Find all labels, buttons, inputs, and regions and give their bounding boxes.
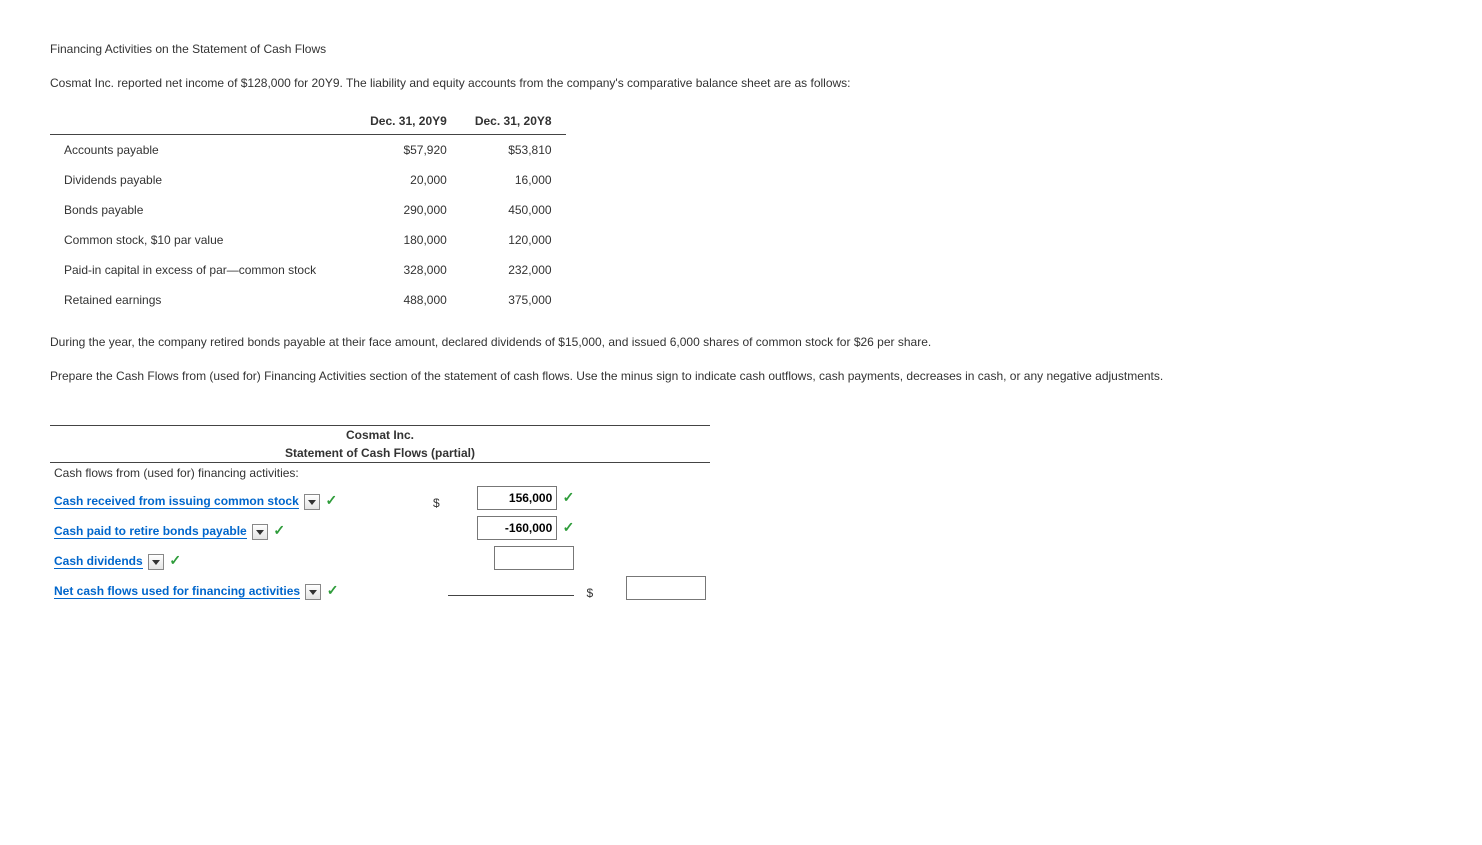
check-icon: ✓ — [563, 489, 575, 505]
dropdown-caret-icon[interactable] — [305, 584, 321, 600]
cf-company: Cosmat Inc. — [50, 426, 710, 445]
balance-row-y8: $53,810 — [461, 135, 566, 166]
dollar-sign — [425, 513, 444, 543]
dropdown-caret-icon[interactable] — [148, 554, 164, 570]
balance-row-label: Paid-in capital in excess of par—common … — [50, 255, 356, 285]
page-title: Financing Activities on the Statement of… — [50, 40, 1432, 58]
balance-row-y9: 488,000 — [356, 285, 461, 315]
intro-paragraph-3: Prepare the Cash Flows from (used for) F… — [50, 367, 1432, 385]
balance-row-label: Accounts payable — [50, 135, 356, 166]
balance-row-y9: 20,000 — [356, 165, 461, 195]
cf-line-select[interactable]: Cash dividends — [54, 554, 143, 569]
balance-row-label: Bonds payable — [50, 195, 356, 225]
intro-paragraph-2: During the year, the company retired bon… — [50, 333, 1432, 351]
balance-row-y8: 120,000 — [461, 225, 566, 255]
cf-amount-input[interactable] — [494, 546, 574, 570]
balance-row-y8: 450,000 — [461, 195, 566, 225]
balance-header-y9: Dec. 31, 20Y9 — [356, 108, 461, 135]
check-icon: ✓ — [273, 522, 285, 538]
dropdown-caret-icon[interactable] — [304, 494, 320, 510]
check-icon: ✓ — [169, 552, 181, 568]
balance-sheet-table: Dec. 31, 20Y9 Dec. 31, 20Y8 Accounts pay… — [50, 108, 566, 315]
balance-row-y8: 16,000 — [461, 165, 566, 195]
balance-row-label: Dividends payable — [50, 165, 356, 195]
balance-row-y9: 290,000 — [356, 195, 461, 225]
cf-amount-input[interactable] — [477, 486, 557, 510]
dollar-sign: $ — [425, 483, 444, 513]
balance-row-label: Common stock, $10 par value — [50, 225, 356, 255]
cf-total-input[interactable] — [626, 576, 706, 600]
cf-total-select[interactable]: Net cash flows used for financing activi… — [54, 584, 300, 599]
balance-row-y9: 180,000 — [356, 225, 461, 255]
cash-flows-table: Cosmat Inc. Statement of Cash Flows (par… — [50, 425, 710, 603]
cf-section-label: Cash flows from (used for) financing act… — [50, 463, 710, 484]
cf-statement-title: Statement of Cash Flows (partial) — [50, 444, 710, 463]
dollar-sign: $ — [578, 573, 597, 603]
check-icon: ✓ — [325, 492, 337, 508]
check-icon: ✓ — [327, 582, 339, 598]
dropdown-caret-icon[interactable] — [252, 524, 268, 540]
dollar-sign — [425, 543, 444, 573]
intro-paragraph-1: Cosmat Inc. reported net income of $128,… — [50, 74, 1432, 92]
check-icon: ✓ — [563, 519, 575, 535]
balance-row-y9: $57,920 — [356, 135, 461, 166]
balance-row-y9: 328,000 — [356, 255, 461, 285]
balance-row-y8: 232,000 — [461, 255, 566, 285]
cf-amount-input[interactable] — [477, 516, 557, 540]
balance-header-blank — [50, 108, 356, 135]
cf-line-select[interactable]: Cash paid to retire bonds payable — [54, 524, 247, 539]
balance-row-label: Retained earnings — [50, 285, 356, 315]
cf-line-select[interactable]: Cash received from issuing common stock — [54, 494, 299, 509]
balance-header-y8: Dec. 31, 20Y8 — [461, 108, 566, 135]
balance-row-y8: 375,000 — [461, 285, 566, 315]
